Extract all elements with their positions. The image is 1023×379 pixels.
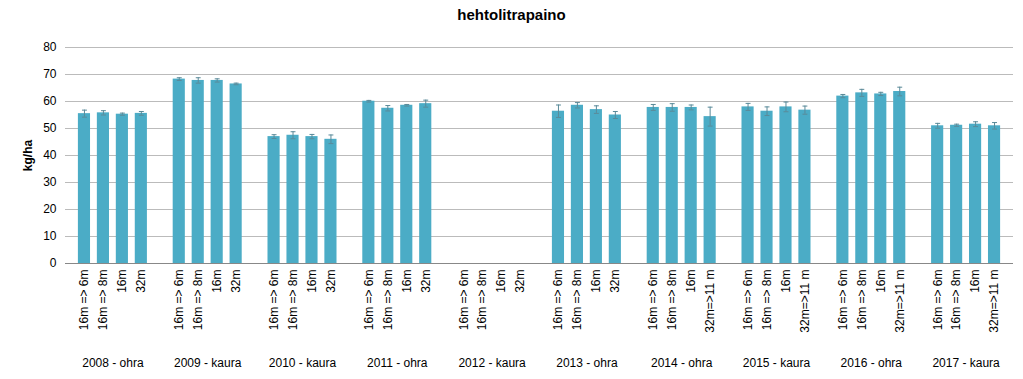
svg-text:16m => 6m: 16m => 6m (646, 270, 660, 331)
svg-text:16m => 8m: 16m => 8m (949, 270, 963, 331)
svg-text:16m => 6m: 16m => 6m (836, 270, 850, 331)
svg-text:16m => 8m: 16m => 8m (96, 270, 110, 331)
svg-text:32m: 32m (229, 269, 243, 292)
html-text:hehtolitrapaino: hehtolitrapaino (457, 6, 566, 23)
svg-text:16m: 16m (210, 269, 224, 292)
svg-text:50: 50 (43, 121, 57, 135)
svg-text:16m: 16m (305, 269, 319, 292)
svg-text:32m: 32m (134, 269, 148, 292)
svg-text:32m=>11 m: 32m=>11 m (703, 270, 717, 333)
svg-text:16m => 6m: 16m => 6m (267, 270, 281, 331)
svg-text:16m => 6m: 16m => 6m (741, 270, 755, 331)
svg-text:16m: 16m (779, 269, 793, 292)
svg-text:16m => 8m: 16m => 8m (665, 270, 679, 331)
svg-text:0: 0 (50, 256, 57, 270)
svg-text:16m => 6m: 16m => 6m (362, 270, 376, 331)
svg-text:32m: 32m (324, 269, 338, 292)
svg-text:2016 - ohra: 2016 - ohra (841, 356, 903, 370)
svg-text:20: 20 (43, 202, 57, 216)
svg-text:80: 80 (43, 40, 57, 54)
svg-text:16m => 8m: 16m => 8m (760, 270, 774, 331)
svg-text:16m: 16m (494, 269, 508, 292)
svg-text:16m => 8m: 16m => 8m (191, 270, 205, 331)
svg-text:2011 - ohra: 2011 - ohra (367, 356, 428, 370)
svg-text:16m: 16m (115, 269, 129, 292)
svg-text:32m=>11 m: 32m=>11 m (987, 270, 1001, 333)
svg-text:2014 - ohra: 2014 - ohra (651, 356, 713, 370)
svg-text:16m => 8m: 16m => 8m (570, 270, 584, 331)
svg-text:2013 - ohra: 2013 - ohra (556, 356, 618, 370)
svg-text:2008 - ohra: 2008 - ohra (82, 356, 144, 370)
svg-text:16m => 8m: 16m => 8m (381, 270, 395, 331)
svg-text:16m => 6m: 16m => 6m (457, 270, 471, 331)
svg-text:40: 40 (43, 148, 57, 162)
svg-text:2015 - kaura: 2015 - kaura (743, 356, 811, 370)
svg-text:32m: 32m (608, 269, 622, 292)
svg-text:2012 - kaura: 2012 - kaura (458, 356, 526, 370)
svg-text:16m: 16m (684, 269, 698, 292)
svg-text:16m => 6m: 16m => 6m (172, 270, 186, 331)
svg-text:32m=>11 m: 32m=>11 m (893, 270, 907, 333)
svg-text:kg/ha: kg/ha (21, 140, 35, 172)
svg-text:32m=>11 m: 32m=>11 m (798, 270, 812, 333)
svg-text:32m: 32m (513, 269, 527, 292)
svg-text:16m => 6m: 16m => 6m (551, 270, 565, 331)
svg-text:16m: 16m (400, 269, 414, 292)
svg-text:2009 - kaura: 2009 - kaura (174, 356, 242, 370)
svg-text:16m => 8m: 16m => 8m (855, 270, 869, 331)
svg-text:30: 30 (43, 175, 57, 189)
svg-text:16m: 16m (874, 269, 888, 292)
svg-text:16m => 8m: 16m => 8m (475, 270, 489, 331)
svg-text:2010 - kaura: 2010 - kaura (269, 356, 337, 370)
svg-text:2017 - kaura: 2017 - kaura (932, 356, 1000, 370)
svg-text:70: 70 (43, 67, 57, 81)
svg-text:60: 60 (43, 94, 57, 108)
svg-text:16m: 16m (589, 269, 603, 292)
svg-text:16m => 6m: 16m => 6m (931, 270, 945, 331)
svg-text:16m => 8m: 16m => 8m (286, 270, 300, 331)
svg-text:32m: 32m (419, 269, 433, 292)
svg-text:16m => 6m: 16m => 6m (77, 270, 91, 331)
svg-text:10: 10 (43, 229, 57, 243)
svg-text:16m: 16m (968, 269, 982, 292)
